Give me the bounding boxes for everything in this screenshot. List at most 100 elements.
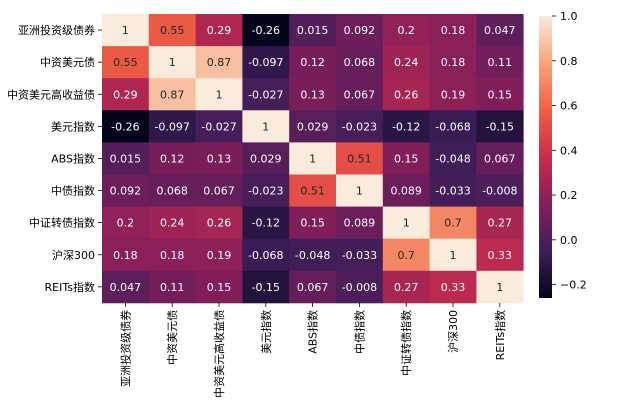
y-tick-label: 中债指数 (51, 184, 95, 198)
colorbar-tick-label: −0.2 (560, 279, 587, 292)
cell-value-label: -0.12 (252, 217, 280, 230)
cell-value-label: 0.26 (207, 217, 232, 230)
heatmap-cell-2-1 (148, 78, 196, 111)
cell-value-label: 0.12 (160, 152, 185, 165)
heatmap-cell-2-8 (476, 78, 524, 111)
cell-value-label: 0.18 (113, 249, 138, 262)
cell-value-label: 0.068 (344, 56, 376, 69)
heatmap-cell-1-2 (195, 46, 243, 79)
colorbar-tick-label: 0.0 (560, 234, 578, 247)
heatmap-cell-7-8 (476, 238, 524, 272)
cell-value-label: 0.55 (160, 24, 185, 37)
cell-value-label: 0.33 (488, 249, 513, 262)
cell-value-label: 1 (169, 56, 176, 69)
x-tick-label: 中资美元债 (165, 310, 179, 365)
cell-value-label: 0.067 (297, 281, 329, 294)
heatmap-cell-7-5 (336, 238, 384, 272)
cell-value-label: 0.067 (203, 185, 235, 198)
heatmap-cell-4-8 (476, 142, 524, 175)
heatmap-cell-8-6 (382, 270, 430, 304)
heatmap-cell-8-3 (242, 270, 290, 304)
heatmap-cell-labels: 1 0.55 0.29 -0.26 0.015 0.092 0.2 0.18 0.047 0.55… (110, 24, 518, 294)
cell-value-label: 0.089 (390, 185, 422, 198)
colorbar-tick-label: 0.8 (560, 55, 578, 68)
heatmap-cell-0-4 (289, 14, 337, 47)
heatmap-cell-2-7 (429, 78, 477, 111)
heatmap-cell-8-5 (336, 270, 384, 304)
cell-value-label: 0.015 (297, 24, 329, 37)
heatmap-cell-4-2 (195, 142, 243, 175)
cell-value-label: -0.008 (342, 281, 377, 294)
heatmap-cell-1-7 (429, 46, 477, 79)
x-tick-label: 中债指数 (352, 310, 366, 354)
x-tick-label: ABS指数 (306, 310, 320, 354)
cell-value-label: -0.097 (154, 120, 189, 133)
heatmap-cell-5-0 (102, 174, 150, 207)
cell-value-label: 0.26 (394, 88, 419, 101)
cell-value-label: -0.15 (486, 120, 514, 133)
heatmap-cell-3-3 (242, 110, 290, 143)
cell-value-label: 0.092 (110, 185, 142, 198)
heatmap-cell-3-4 (289, 110, 337, 143)
cell-value-label: 0.15 (207, 281, 232, 294)
cell-value-label: 1 (450, 249, 457, 262)
cell-value-label: 0.15 (394, 152, 419, 165)
cell-value-label: 0.11 (160, 281, 185, 294)
heatmap-cell-7-7 (429, 238, 477, 272)
cell-value-label: 0.27 (394, 281, 419, 294)
x-tick-label: 亚洲投资级债券 (118, 310, 132, 387)
x-axis: 亚洲投资级债券 中资美元债 中资美元高收益债 美元指数 ABS指数 中债指数 中证转债指数 沪… (118, 302, 507, 398)
heatmap-cell-6-1 (148, 206, 196, 240)
heatmap-cell-3-5 (336, 110, 384, 143)
cell-value-label: 0.18 (160, 249, 185, 262)
heatmap-cell-1-6 (382, 46, 430, 79)
heatmap-cell-6-8 (476, 206, 524, 240)
heatmap-cell-5-6 (382, 174, 430, 207)
heatmap-cell-8-1 (148, 270, 196, 304)
cell-value-label: 0.18 (441, 24, 466, 37)
heatmap-cell-5-4 (289, 174, 337, 207)
cell-value-label: 0.12 (300, 56, 325, 69)
heatmap-cell-7-4 (289, 238, 337, 272)
y-tick-label: ABS指数 (51, 151, 95, 165)
heatmap-cell-6-4 (289, 206, 337, 240)
cell-value-label: -0.068 (248, 249, 283, 262)
heatmap-cell-2-3 (242, 78, 290, 111)
heatmap-cell-8-8 (476, 270, 524, 304)
y-tick-label: 中证转债指数 (29, 216, 95, 230)
heatmap-cell-0-3 (242, 14, 290, 47)
cell-value-label: 0.15 (300, 217, 325, 230)
heatmap-cell-3-7 (429, 110, 477, 143)
heatmap-cell-7-3 (242, 238, 290, 272)
cell-value-label: 0.7 (397, 249, 415, 262)
x-tick-label: 美元指数 (259, 310, 273, 354)
cell-value-label: 0.2 (397, 24, 415, 37)
cell-value-label: -0.023 (248, 185, 283, 198)
heatmap-cell-6-7 (429, 206, 477, 240)
cell-value-label: 0.047 (484, 24, 516, 37)
heatmap-cell-1-0 (102, 46, 150, 79)
cell-value-label: 1 (496, 281, 503, 294)
colorbar-tick-label: 0.6 (560, 100, 578, 113)
cell-value-label: 0.067 (344, 88, 376, 101)
colorbar-tick-label: 0.2 (560, 189, 578, 202)
heatmap-cell-7-1 (148, 238, 196, 272)
cell-value-label: 0.067 (484, 152, 516, 165)
heatmap-cell-3-8 (476, 110, 524, 143)
heatmap-cell-2-5 (336, 78, 384, 111)
cell-value-label: 0.068 (156, 185, 188, 198)
heatmap-cell-5-1 (148, 174, 196, 207)
heatmap-cell-0-7 (429, 14, 477, 47)
heatmap-cell-8-2 (195, 270, 243, 304)
cell-value-label: -0.068 (435, 120, 470, 133)
cell-value-label: 1 (216, 88, 223, 101)
heatmap-cell-4-0 (102, 142, 150, 175)
heatmap-cell-2-6 (382, 78, 430, 111)
cell-value-label: 0.51 (347, 152, 372, 165)
colorbar-gradient (539, 16, 552, 298)
heatmap-cell-6-2 (195, 206, 243, 240)
cell-value-label: -0.097 (248, 56, 283, 69)
heatmap-cell-7-2 (195, 238, 243, 272)
heatmap-cell-0-5 (336, 14, 384, 47)
